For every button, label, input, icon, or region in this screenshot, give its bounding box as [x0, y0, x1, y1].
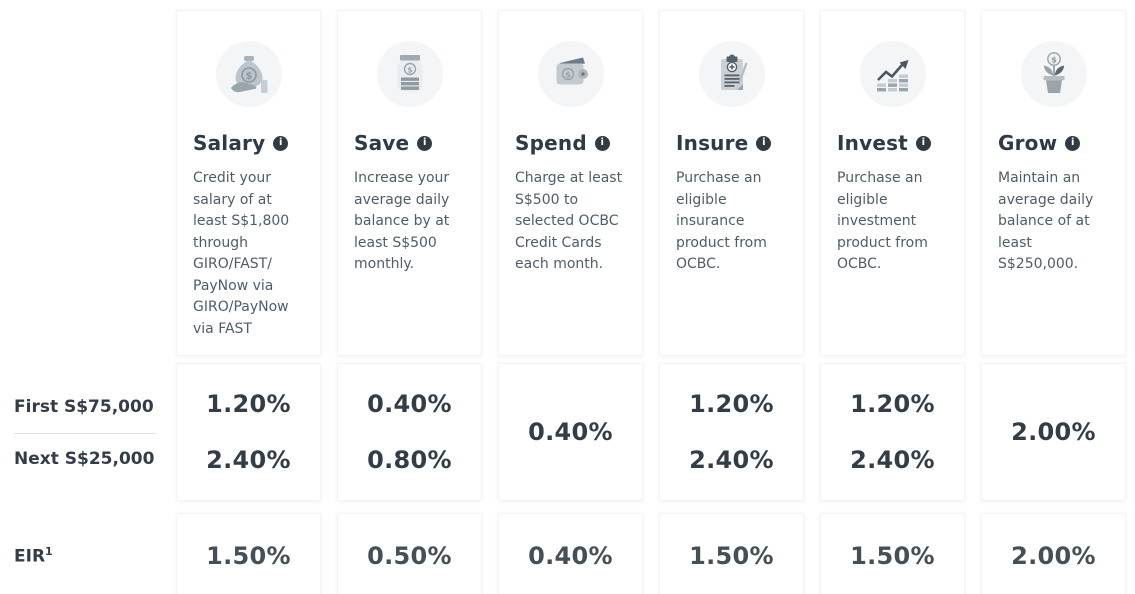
bonus-rate-first-tier: 0.40%	[367, 390, 452, 418]
bonus-rate-next-tier: 2.40%	[850, 446, 935, 474]
header-card-grow: Grow i Maintain an average daily balance…	[981, 10, 1126, 356]
spend-info-icon[interactable]: i	[594, 135, 610, 151]
tier-labels-cell: First S$75,000 Next S$25,000	[0, 363, 160, 501]
wallet-icon	[547, 50, 595, 98]
category-title: Save	[354, 131, 410, 155]
eir-rate-value: 0.40%	[528, 542, 613, 570]
category-description: Credit your salary of at least S$1,800 t…	[193, 170, 290, 337]
eir-card-save: 0.50%	[337, 513, 482, 594]
save-info-icon[interactable]: i	[417, 135, 433, 151]
eir-card-spend: 0.40%	[498, 513, 643, 594]
category-description: Purchase an eligible insurance product f…	[676, 170, 767, 272]
bonus-rate-first-tier: 1.20%	[206, 390, 291, 418]
eir-card-salary: 1.50%	[176, 513, 321, 594]
eir-rate-value: 2.00%	[1011, 542, 1096, 570]
rate-card-salary: 1.20% 2.40%	[176, 363, 321, 501]
grow-info-icon[interactable]: i	[1065, 135, 1081, 151]
rate-card-invest: 1.20% 2.40%	[820, 363, 965, 501]
tier-label-first-75000: First S$75,000	[14, 397, 154, 417]
header-card-spend: Spend i Charge at least S$500 to selecte…	[498, 10, 643, 356]
category-title: Insure	[676, 131, 749, 155]
invest-info-icon[interactable]: i	[915, 135, 931, 151]
insurance-clipboard-icon	[708, 50, 756, 98]
category-description: Increase your average daily balance by a…	[354, 170, 450, 272]
bonus-rate-next-tier: 0.80%	[367, 446, 452, 474]
money-plant-icon	[1030, 50, 1078, 98]
bonus-rate-first-tier: 1.20%	[850, 390, 935, 418]
eir-rate-value: 0.50%	[367, 542, 452, 570]
bonus-rate-next-tier: 2.40%	[689, 446, 774, 474]
category-description: Purchase an eligible investment product …	[837, 170, 928, 272]
insure-info-icon[interactable]: i	[756, 135, 772, 151]
money-bag-hand-icon	[225, 50, 273, 98]
tier-label-next-25000: Next S$25,000	[14, 449, 155, 469]
eir-card-invest: 1.50%	[820, 513, 965, 594]
eir-rate-value: 1.50%	[689, 542, 774, 570]
rate-card-grow: 2.00%	[981, 363, 1126, 501]
bonus-rate-first-tier: 1.20%	[689, 390, 774, 418]
eir-rate-value: 1.50%	[850, 542, 935, 570]
header-card-invest: Invest i Purchase an eligible investment…	[820, 10, 965, 356]
eir-label: EIR1	[14, 545, 53, 567]
growth-chart-icon	[869, 50, 917, 98]
category-description: Maintain an average daily balance of at …	[998, 170, 1094, 272]
eir-label-cell: EIR1	[0, 513, 160, 594]
rate-card-save: 0.40% 0.80%	[337, 363, 482, 501]
category-title: Invest	[837, 131, 908, 155]
salary-info-icon[interactable]: i	[273, 135, 289, 151]
bonus-rate-all-tiers: 2.00%	[1011, 418, 1096, 446]
header-card-save: Save i Increase your average daily balan…	[337, 10, 482, 356]
header-card-salary: Salary i Credit your salary of at least …	[176, 10, 321, 356]
tier-divider	[14, 433, 155, 434]
bonus-rate-next-tier: 2.40%	[206, 446, 291, 474]
category-title: Spend	[515, 131, 587, 155]
eir-card-grow: 2.00%	[981, 513, 1126, 594]
category-description: Charge at least S$500 to selected OCBC C…	[515, 170, 623, 272]
category-title: Salary	[193, 131, 266, 155]
header-spacer-cell	[0, 10, 160, 356]
rate-card-insure: 1.20% 2.40%	[659, 363, 804, 501]
eir-footnote-superscript: 1	[45, 545, 53, 559]
eir-rate-value: 1.50%	[206, 542, 291, 570]
bonus-rate-all-tiers: 0.40%	[528, 418, 613, 446]
category-title: Grow	[998, 131, 1058, 155]
coin-jar-icon	[386, 50, 434, 98]
rate-card-spend: 0.40%	[498, 363, 643, 501]
header-card-insure: Insure i Purchase an eligible insurance …	[659, 10, 804, 356]
eir-card-insure: 1.50%	[659, 513, 804, 594]
